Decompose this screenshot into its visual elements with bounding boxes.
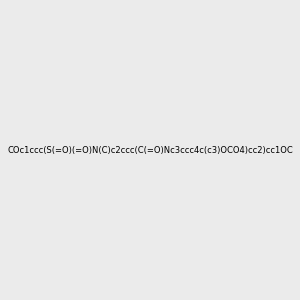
Text: COc1ccc(S(=O)(=O)N(C)c2ccc(C(=O)Nc3ccc4c(c3)OCO4)cc2)cc1OC: COc1ccc(S(=O)(=O)N(C)c2ccc(C(=O)Nc3ccc4c… (7, 146, 293, 154)
